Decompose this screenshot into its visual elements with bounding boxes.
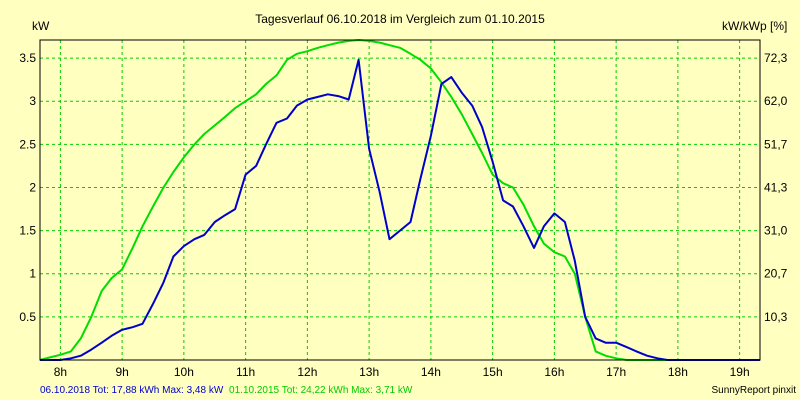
- y-right-tick-label: 20,7: [764, 267, 788, 281]
- footer-series1: 06.10.2018 Tot: 17,88 kWh Max: 3,48 kW: [40, 385, 224, 396]
- y-tick-label: 1.5: [19, 224, 36, 238]
- y-right-tick-label: 10,3: [764, 310, 788, 324]
- y-right-tick-labels: 10,3 20,7 31,0 41,3 51,7 62,0 72,3: [764, 51, 788, 324]
- x-tick-label: 11h: [236, 365, 255, 379]
- y-right-tick-label: 51,7: [764, 137, 788, 151]
- x-tick-label: 18h: [668, 365, 688, 379]
- x-tick-label: 19h: [730, 365, 750, 379]
- x-tick-labels: 8h 9h 10h 11h 12h 13h 14h 15h 16h 17h 18h 19h: [54, 365, 750, 379]
- y-right-tick-label: 72,3: [764, 51, 788, 65]
- footer-series2: 01.10.2015 Tot: 24,22 kWh Max: 3,71 kW: [229, 385, 413, 396]
- series-line-0: [40, 58, 760, 361]
- x-tick-label: 8h: [54, 365, 67, 379]
- x-tick-label: 13h: [359, 365, 379, 379]
- x-tick-label: 15h: [483, 365, 503, 379]
- y-axis-label-right: kW/kWp [%]: [722, 19, 787, 33]
- x-tick-label: 9h: [115, 365, 128, 379]
- y-tick-labels: 0.5 1 1.5 2 2.5 3 3.5: [19, 51, 36, 324]
- plot-frame: [39, 39, 761, 361]
- y-tick-label: 2.5: [19, 137, 36, 151]
- y-right-tick-label: 62,0: [764, 94, 788, 108]
- y-tick-label: 2: [29, 180, 36, 194]
- chart-title: Tagesverlauf 06.10.2018 im Vergleich zum…: [255, 12, 545, 26]
- x-tick-label: 14h: [421, 365, 441, 379]
- y-tick-label: 1: [29, 267, 36, 281]
- y-tick-label: 3: [29, 94, 36, 108]
- plot-area: [40, 40, 760, 360]
- y-axis-label-left: kW: [32, 19, 50, 33]
- x-tick-label: 10h: [174, 365, 194, 379]
- y-right-tick-label: 41,3: [764, 180, 788, 194]
- grid: [40, 40, 760, 360]
- x-tick-label: 12h: [297, 365, 317, 379]
- x-tick-label: 17h: [606, 365, 626, 379]
- footer-summary: 06.10.2018 Tot: 17,88 kWh Max: 3,48 kW 0…: [40, 385, 413, 396]
- y-tick-label: 3.5: [19, 51, 36, 65]
- y-tick-label: 0.5: [19, 310, 36, 324]
- x-tick-label: 16h: [544, 365, 564, 379]
- footer-credit: SunnyReport pinxit: [712, 385, 797, 396]
- y-right-tick-label: 31,0: [764, 224, 788, 238]
